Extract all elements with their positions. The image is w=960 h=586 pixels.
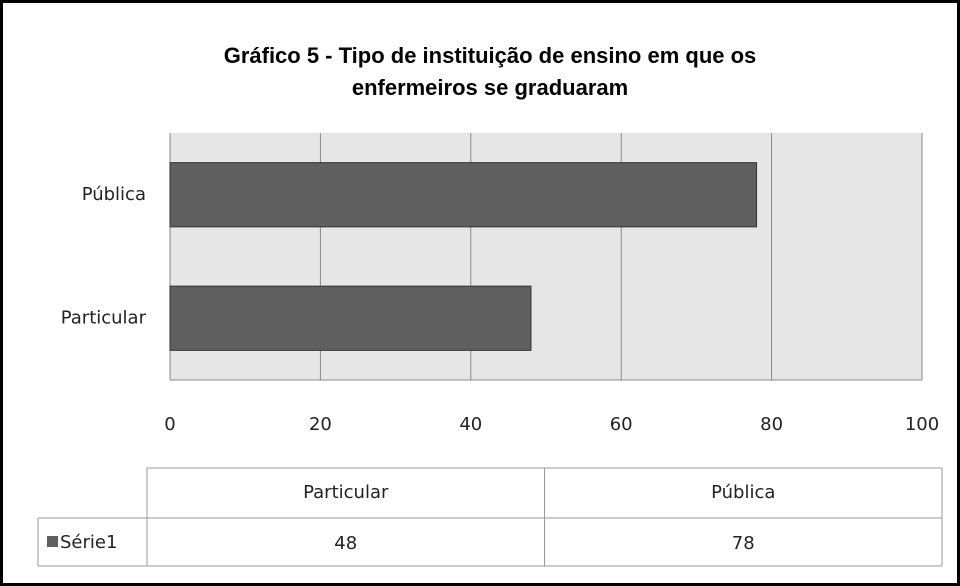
x-tick-label: 80 <box>760 414 783 435</box>
chart: Gráfico 5 - Tipo de instituição de ensin… <box>37 43 943 567</box>
x-tick-label: 20 <box>309 414 332 435</box>
x-tick-label: 0 <box>164 414 175 435</box>
chart-title: enfermeiros se graduaram <box>352 75 628 100</box>
table-header: Particular <box>303 482 389 503</box>
x-tick-label: 100 <box>905 414 939 435</box>
chart-title: Gráfico 5 - Tipo de instituição de ensin… <box>224 43 757 68</box>
y-tick-label: Particular <box>61 307 147 328</box>
x-tick-label: 60 <box>610 414 633 435</box>
table-value: 48 <box>334 533 357 554</box>
bar <box>169 285 532 351</box>
table-value: 78 <box>732 533 755 554</box>
x-tick-label: 40 <box>459 414 482 435</box>
legend-label: Série1 <box>60 532 117 553</box>
table-header: Pública <box>711 482 775 503</box>
legend-swatch <box>47 536 58 547</box>
bar <box>169 162 758 228</box>
y-tick-label: Pública <box>82 184 146 205</box>
